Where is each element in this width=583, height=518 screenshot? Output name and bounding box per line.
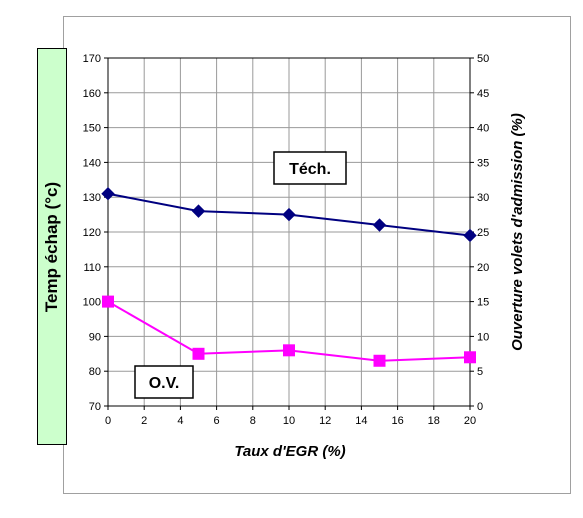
y-tick-label: 70: [89, 401, 101, 413]
annotation-tech-label: Téch.: [289, 161, 331, 178]
y2-tick-label: 0: [477, 401, 483, 413]
y2-tick-label: 45: [477, 88, 489, 100]
y2-tick-label: 20: [477, 262, 489, 274]
x-tick-label: 0: [105, 415, 111, 427]
y-tick-label: 120: [83, 227, 101, 239]
series-0-point: [191, 204, 206, 218]
chart-frame: [63, 16, 571, 494]
x-tick-label: 14: [355, 415, 367, 427]
x-tick-label: 4: [177, 415, 183, 427]
x-axis-title: Taux d'EGR (%): [234, 443, 345, 460]
series-1-point: [283, 344, 295, 357]
y2-tick-label: 25: [477, 227, 489, 239]
annotation-tech: Téch.: [273, 151, 347, 185]
y-axis-title: Temp échap (°c): [42, 181, 61, 312]
x-tick-label: 8: [250, 415, 256, 427]
series-1-point: [373, 354, 386, 367]
x-tick-label: 6: [214, 415, 220, 427]
x-tick-label: 10: [283, 415, 295, 427]
y-tick-label: 150: [83, 123, 101, 135]
y-tick-label: 100: [83, 297, 101, 309]
series-0-point: [372, 218, 387, 232]
y2-tick-label: 15: [477, 297, 489, 309]
series-1-point: [192, 347, 205, 360]
x-tick-label: 2: [141, 415, 147, 427]
series-1-point: [102, 295, 114, 308]
annotation-ov-label: O.V.: [149, 375, 180, 392]
x-tick-label: 18: [428, 415, 440, 427]
y2-tick-label: 35: [477, 157, 489, 169]
y-tick-label: 110: [83, 262, 101, 274]
y2-tick-label: 10: [477, 331, 489, 343]
y2-tick-label: 30: [477, 192, 489, 204]
series-1-point: [464, 351, 476, 364]
series-layer: [101, 187, 477, 367]
series-0-point: [463, 228, 477, 243]
y2-tick-label: 40: [477, 123, 489, 135]
y-tick-label: 160: [83, 88, 101, 100]
y2-axis-title: Ouverture volets d'admission (%): [509, 113, 526, 351]
y-tick-label: 140: [83, 157, 101, 169]
y-tick-label: 90: [89, 331, 101, 343]
y-axis-title-box: Temp échap (°c): [37, 48, 67, 445]
series-0-point: [101, 187, 115, 201]
annotation-ov: O.V.: [134, 365, 194, 399]
axis-ticks: 7080901001101201301401501601700510152025…: [83, 53, 490, 427]
x-tick-label: 16: [391, 415, 403, 427]
x-tick-label: 12: [319, 415, 331, 427]
y-tick-label: 130: [83, 192, 101, 204]
series-0-point: [282, 207, 296, 222]
y-tick-label: 80: [89, 366, 101, 378]
y2-tick-label: 5: [477, 366, 483, 378]
y-tick-label: 170: [83, 53, 101, 65]
y2-tick-label: 50: [477, 53, 489, 65]
x-tick-label: 20: [464, 415, 476, 427]
